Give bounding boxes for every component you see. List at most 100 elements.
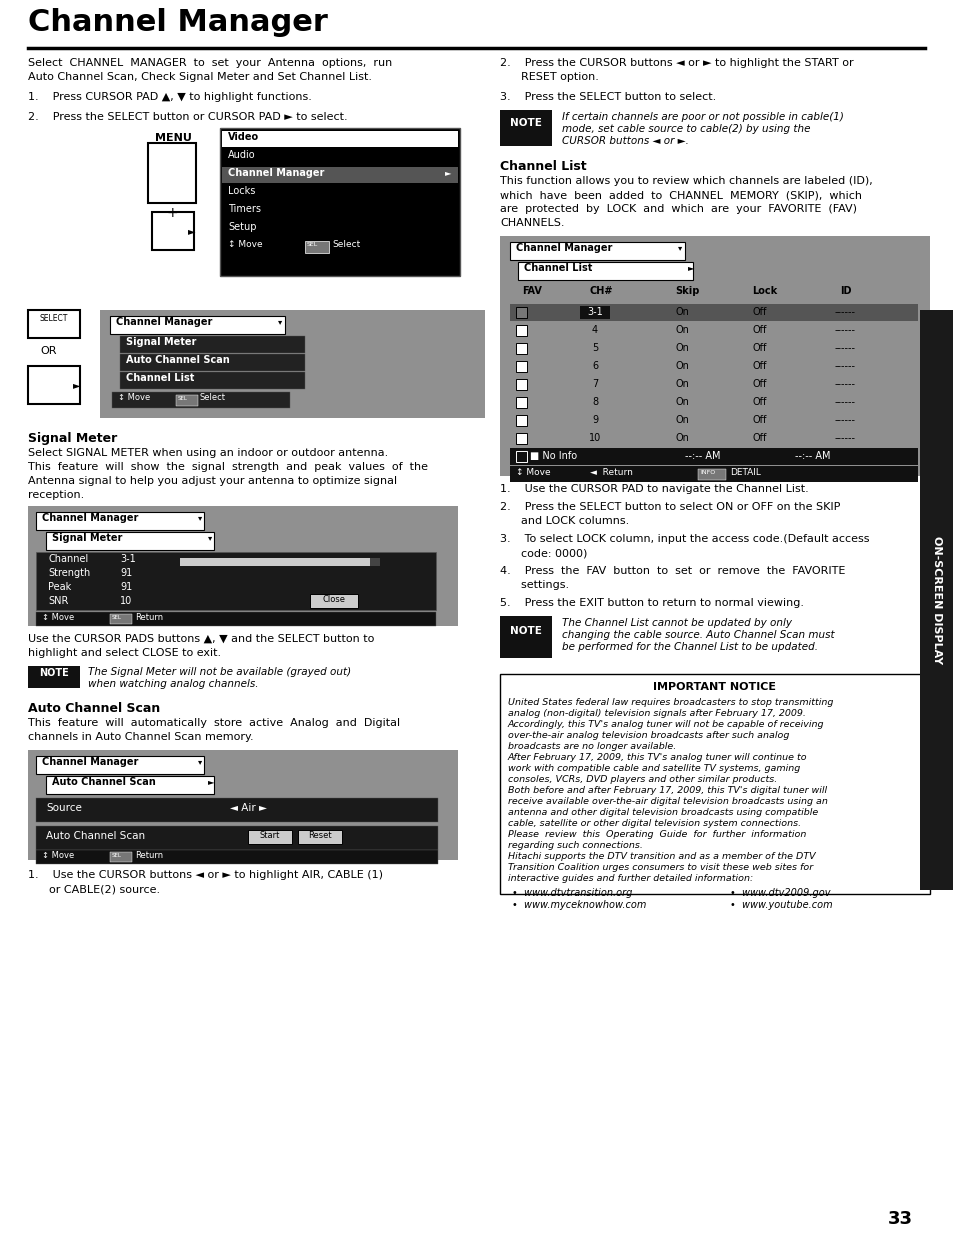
- Text: RESET option.: RESET option.: [499, 72, 598, 82]
- Text: 3.    To select LOCK column, input the access code.(Default access: 3. To select LOCK column, input the acce…: [499, 534, 868, 543]
- Text: Off: Off: [752, 415, 766, 425]
- Text: be performed for the Channel List to be updated.: be performed for the Channel List to be …: [561, 642, 817, 652]
- Text: This  feature  will  automatically  store  active  Analog  and  Digital: This feature will automatically store ac…: [28, 718, 399, 727]
- Text: ◄ Air ►: ◄ Air ►: [230, 803, 267, 813]
- Text: FAV: FAV: [521, 287, 541, 296]
- Bar: [510, 358, 917, 375]
- Bar: [120, 354, 305, 370]
- Bar: [28, 310, 80, 338]
- Text: •  www.youtube.com: • www.youtube.com: [729, 900, 832, 910]
- Text: Accordingly, this TV's analog tuner will not be capable of receiving: Accordingly, this TV's analog tuner will…: [507, 720, 823, 729]
- Bar: [516, 415, 526, 426]
- Text: antenna and other digital television broadcasts using compatible: antenna and other digital television bro…: [507, 808, 818, 818]
- Text: 1.    Use the CURSOR PAD to navigate the Channel List.: 1. Use the CURSOR PAD to navigate the Ch…: [499, 484, 808, 494]
- Text: Auto Channel Scan, Check Signal Meter and Set Channel List.: Auto Channel Scan, Check Signal Meter an…: [28, 72, 372, 82]
- Text: 3-1: 3-1: [586, 308, 602, 317]
- Bar: [46, 776, 213, 794]
- Text: On: On: [675, 308, 688, 317]
- Text: IMPORTANT NOTICE: IMPORTANT NOTICE: [653, 682, 776, 692]
- Text: ------: ------: [834, 433, 855, 443]
- Text: 4: 4: [591, 325, 598, 335]
- Bar: [297, 830, 341, 844]
- Text: Channel Manager: Channel Manager: [516, 243, 612, 253]
- Text: ------: ------: [834, 396, 855, 408]
- Text: ■ No Info: ■ No Info: [530, 451, 577, 461]
- Bar: [36, 756, 204, 774]
- Bar: [510, 394, 917, 411]
- Bar: [517, 262, 692, 280]
- Text: The Signal Meter will not be available (grayed out): The Signal Meter will not be available (…: [88, 667, 351, 677]
- Bar: [510, 304, 917, 321]
- Text: ------: ------: [834, 325, 855, 335]
- Text: Strength: Strength: [48, 568, 91, 578]
- Bar: [36, 513, 204, 530]
- Text: CH#: CH#: [589, 287, 613, 296]
- Bar: [516, 308, 526, 317]
- Text: ▾: ▾: [277, 317, 282, 326]
- Text: mode, set cable source to cable(2) by using the: mode, set cable source to cable(2) by us…: [561, 124, 810, 135]
- Text: 10: 10: [120, 597, 132, 606]
- Bar: [222, 238, 457, 254]
- Text: Start: Start: [259, 831, 280, 840]
- Text: Off: Off: [752, 433, 766, 443]
- Text: ▾: ▾: [198, 757, 202, 766]
- Bar: [100, 310, 484, 417]
- Text: ↕ Move: ↕ Move: [228, 240, 262, 249]
- Text: SNR: SNR: [48, 597, 69, 606]
- Text: 1.    Press CURSOR PAD ▲, ▼ to highlight functions.: 1. Press CURSOR PAD ▲, ▼ to highlight fu…: [28, 91, 312, 103]
- Text: ◄  Return: ◄ Return: [589, 468, 632, 477]
- Text: 4.    Press  the  FAV  button  to  set  or  remove  the  FAVORITE: 4. Press the FAV button to set or remove…: [499, 566, 844, 576]
- Bar: [698, 469, 725, 480]
- Text: OR: OR: [40, 346, 56, 356]
- Text: ►: ►: [188, 226, 195, 236]
- Text: Audio: Audio: [228, 149, 255, 161]
- Text: 5: 5: [591, 343, 598, 353]
- Bar: [112, 391, 290, 408]
- Bar: [110, 614, 132, 624]
- Text: 2.    Press the SELECT button or CURSOR PAD ► to select.: 2. Press the SELECT button or CURSOR PAD…: [28, 112, 347, 122]
- Text: 6: 6: [591, 361, 598, 370]
- Bar: [499, 616, 552, 658]
- Text: --:-- AM: --:-- AM: [794, 451, 830, 461]
- Bar: [499, 110, 552, 146]
- Text: ↕ Move: ↕ Move: [42, 613, 74, 622]
- Text: Video: Video: [228, 132, 259, 142]
- Text: and LOCK columns.: and LOCK columns.: [499, 516, 629, 526]
- Bar: [148, 143, 195, 203]
- Text: SEL: SEL: [112, 615, 122, 620]
- Text: receive available over-the-air digital television broadcasts using an: receive available over-the-air digital t…: [507, 797, 827, 806]
- Bar: [222, 131, 457, 147]
- Bar: [305, 241, 329, 253]
- Bar: [499, 236, 929, 475]
- Text: Channel: Channel: [48, 555, 89, 564]
- Bar: [220, 128, 459, 275]
- Text: NOTE: NOTE: [510, 119, 541, 128]
- Text: Return: Return: [135, 851, 163, 860]
- Text: Setup: Setup: [228, 222, 256, 232]
- Text: Channel List: Channel List: [126, 373, 194, 383]
- Text: Channel List: Channel List: [499, 161, 586, 173]
- Bar: [516, 379, 526, 390]
- Text: Off: Off: [752, 308, 766, 317]
- Text: After February 17, 2009, this TV's analog tuner will continue to: After February 17, 2009, this TV's analo…: [507, 753, 807, 762]
- Text: Select: Select: [332, 240, 360, 249]
- Text: Off: Off: [752, 325, 766, 335]
- Text: settings.: settings.: [499, 580, 569, 590]
- Text: Channel Manager: Channel Manager: [28, 7, 328, 37]
- Text: ►: ►: [208, 777, 214, 785]
- Text: ↕ Move: ↕ Move: [42, 851, 74, 860]
- Text: Auto Channel Scan: Auto Channel Scan: [126, 354, 230, 366]
- Bar: [36, 552, 436, 610]
- Bar: [516, 361, 526, 372]
- Bar: [110, 852, 132, 862]
- Text: On: On: [675, 433, 688, 443]
- Bar: [310, 594, 357, 608]
- Text: Please  review  this  Operating  Guide  for  further  information: Please review this Operating Guide for f…: [507, 830, 805, 839]
- Text: On: On: [675, 325, 688, 335]
- Bar: [516, 451, 526, 462]
- Text: analog (non-digital) television signals after February 17, 2009.: analog (non-digital) television signals …: [507, 709, 805, 718]
- Text: United States federal law requires broadcasters to stop transmitting: United States federal law requires broad…: [507, 698, 833, 706]
- Bar: [579, 306, 609, 319]
- Text: ↕ Move: ↕ Move: [118, 393, 150, 403]
- Text: Off: Off: [752, 396, 766, 408]
